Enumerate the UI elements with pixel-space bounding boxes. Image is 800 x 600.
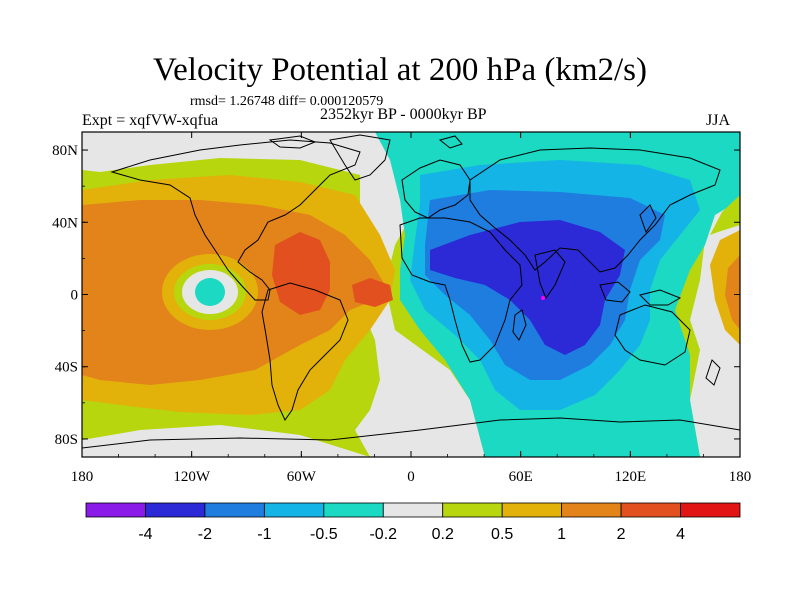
- slight-positive-arc: [710, 195, 740, 235]
- x-tick-label: 120W: [173, 469, 211, 485]
- y-tick-label: 40S: [55, 360, 78, 376]
- y-tick-label: 0: [71, 288, 79, 304]
- colorbar-swatch: [620, 502, 681, 518]
- africa-outline: [399, 217, 523, 363]
- europe-outline: [401, 159, 471, 219]
- neutral-band-atlantic: [355, 132, 485, 457]
- japan-outline: [639, 204, 657, 234]
- x-axis: 180 120W 60W 0 60E 120E 180: [71, 132, 752, 485]
- colorbar-label: -0.5: [310, 526, 338, 543]
- colorbar-swatch: [382, 502, 444, 518]
- y-tick-label: 80S: [55, 432, 78, 448]
- asia-outline: [469, 147, 721, 273]
- y-axis: 80N 40N 0 40S 80S: [52, 143, 740, 448]
- colorbar-swatch: [561, 502, 622, 518]
- strong-negative-core: [430, 220, 625, 355]
- pacific-eye-center: [195, 278, 225, 306]
- australia-outline: [614, 304, 691, 366]
- colorbar-label: 1: [557, 526, 566, 543]
- colorbar-label: -0.2: [369, 526, 397, 543]
- colorbar-swatch: [680, 502, 741, 518]
- colorbar-swatch: [145, 502, 206, 518]
- colorbar-swatch: [263, 502, 325, 518]
- colorbar-label: -2: [198, 526, 212, 543]
- neutral-southwest: [82, 425, 370, 457]
- south-america-outline: [261, 282, 349, 421]
- colorbar-swatch: [85, 502, 146, 518]
- season-label: JJA: [706, 112, 731, 129]
- colorbar-swatch: [323, 502, 384, 518]
- colorbar-label: -1: [257, 526, 271, 543]
- neutral-arctic-west: [82, 132, 360, 175]
- stronger-positive-americas: [272, 232, 330, 315]
- india-outline: [534, 249, 566, 300]
- southeast-asia-islands-outline: [599, 281, 631, 303]
- minimum-marker: [541, 296, 545, 300]
- colorbar-label: 2: [617, 526, 626, 543]
- x-tick-label: 120E: [614, 469, 646, 485]
- strong-positive-west-pacific: [725, 255, 740, 330]
- north-america-outline: [110, 139, 361, 301]
- colorbar-label: 0.5: [491, 526, 513, 543]
- experiment-label: Expt = xqfVW-xqfua: [82, 112, 219, 129]
- colorbar-label: 0.2: [432, 526, 454, 543]
- statistics-label: rmsd= 1.26748 diff= 0.000120579: [190, 94, 384, 109]
- velocity-potential-field: [82, 132, 740, 457]
- colorbar-swatch: [501, 502, 563, 518]
- new-guinea-outline: [639, 289, 682, 306]
- madagascar-outline: [512, 309, 527, 341]
- x-tick-label: 180: [729, 469, 752, 485]
- x-tick-label: 180: [71, 469, 94, 485]
- svalbard-outline: [438, 135, 463, 149]
- colorbar-label: 4: [676, 526, 685, 543]
- map-title: Velocity Potential at 200 hPa (km2/s): [152, 52, 648, 88]
- greenland-outline: [329, 134, 391, 181]
- period-label: 2352kyr BP - 0000kyr BP: [320, 106, 487, 123]
- stronger-positive-atlantic: [352, 278, 393, 307]
- colorbar-swatch: [204, 502, 265, 518]
- y-tick-label: 40N: [52, 215, 78, 231]
- continent-outlines: [82, 134, 740, 449]
- colorbar-label: -4: [138, 526, 152, 543]
- arctic-islands-outline: [268, 135, 317, 149]
- colorbar: -4 -2 -1 -0.5 -0.2 0.2 0.5 1 2 4: [85, 502, 741, 543]
- y-tick-label: 80N: [52, 143, 78, 159]
- new-zealand-outline: [705, 359, 721, 386]
- x-tick-label: 60E: [509, 469, 533, 485]
- antarctica-outline: [82, 417, 740, 449]
- x-tick-label: 0: [407, 469, 415, 485]
- colorbar-swatch: [442, 502, 503, 518]
- x-tick-label: 60W: [287, 469, 317, 485]
